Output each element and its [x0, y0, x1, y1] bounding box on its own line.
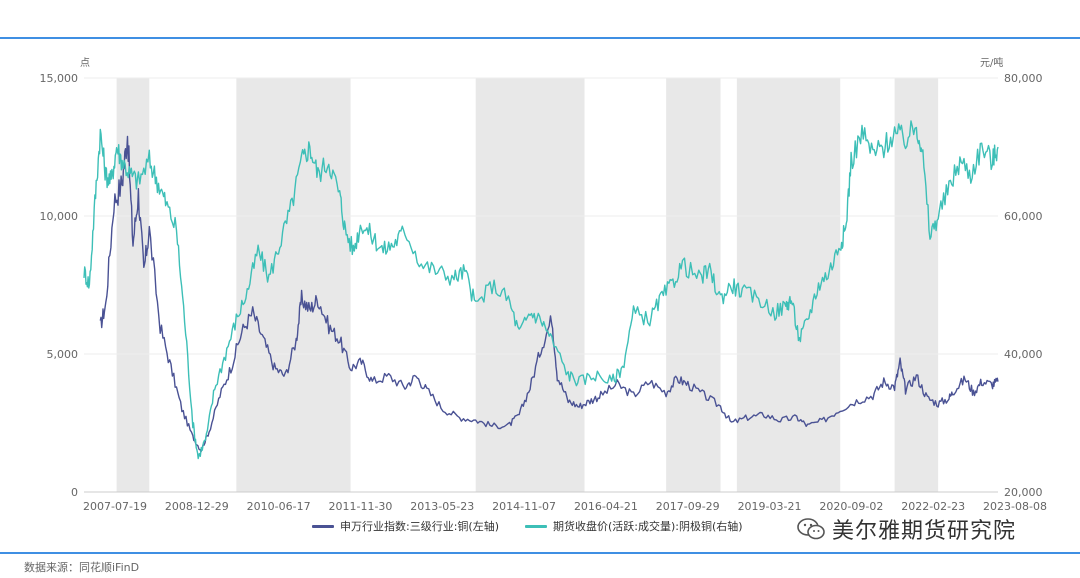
x-tick-label: 2014-11-07 [492, 500, 556, 513]
x-tick-label: 2020-09-02 [819, 500, 883, 513]
x-tick-label: 2022-02-23 [901, 500, 965, 513]
right-axis-unit: 元/吨 [980, 56, 1003, 69]
right-tick-label: 80,000 [1004, 72, 1043, 85]
right-tick-label: 20,000 [1004, 486, 1043, 499]
brand-text: 美尔雅期货研究院 [832, 519, 1017, 544]
series-line-2 [83, 120, 999, 460]
data-source: 数据来源：同花顺iFinD [24, 561, 140, 574]
legend: 申万行业指数:三级行业:铜(左轴) 期货收盘价(活跃:成交量):阴极铜(右轴) [312, 518, 769, 534]
axes: 0 5,000 10,000 15,000 20,000 40,000 60,000 80,0… [40, 72, 1047, 513]
bottom-rule [0, 552, 1080, 554]
brand-watermark: 美尔雅期货研究院 [796, 513, 1016, 545]
shaded-periods [116, 78, 939, 492]
wechat-icon [797, 518, 825, 540]
left-tick-label: 0 [71, 486, 78, 499]
legend-label-industry-index: 申万行业指数:三级行业:铜(左轴) [340, 520, 499, 533]
left-tick-label: 10,000 [40, 210, 79, 223]
legend-item-copper-futures[interactable]: 期货收盘价(活跃:成交量):阴极铜(右轴) [525, 518, 743, 534]
left-tick-label: 15,000 [40, 72, 79, 85]
shaded-period-0 [116, 78, 150, 492]
x-tick-label: 2011-11-30 [328, 500, 392, 513]
shaded-period-2 [475, 78, 585, 492]
left-tick-label: 5,000 [47, 348, 79, 361]
x-tick-label: 2017-09-29 [656, 500, 720, 513]
right-tick-label: 40,000 [1004, 348, 1043, 361]
x-tick-label: 2007-07-19 [83, 500, 147, 513]
shaded-period-1 [236, 78, 351, 492]
right-tick-label: 60,000 [1004, 210, 1043, 223]
series-lines [83, 120, 999, 460]
legend-label-copper-futures: 期货收盘价(活跃:成交量):阴极铜(右轴) [553, 520, 743, 533]
x-tick-label: 2016-04-21 [574, 500, 638, 513]
x-tick-label: 2013-05-23 [410, 500, 474, 513]
shaded-period-4 [736, 78, 841, 492]
x-tick-label: 2023-08-08 [983, 500, 1047, 513]
x-tick-label: 2019-03-21 [738, 500, 802, 513]
legend-item-industry-index[interactable]: 申万行业指数:三级行业:铜(左轴) [312, 518, 499, 534]
top-rule [0, 37, 1080, 39]
x-tick-label: 2010-06-17 [247, 500, 311, 513]
left-axis-unit: 点 [80, 57, 90, 69]
shaded-period-5 [894, 78, 939, 492]
legend-swatch-copper-futures [525, 524, 547, 528]
x-tick-label: 2008-12-29 [165, 500, 229, 513]
legend-swatch-industry-index [312, 524, 334, 528]
